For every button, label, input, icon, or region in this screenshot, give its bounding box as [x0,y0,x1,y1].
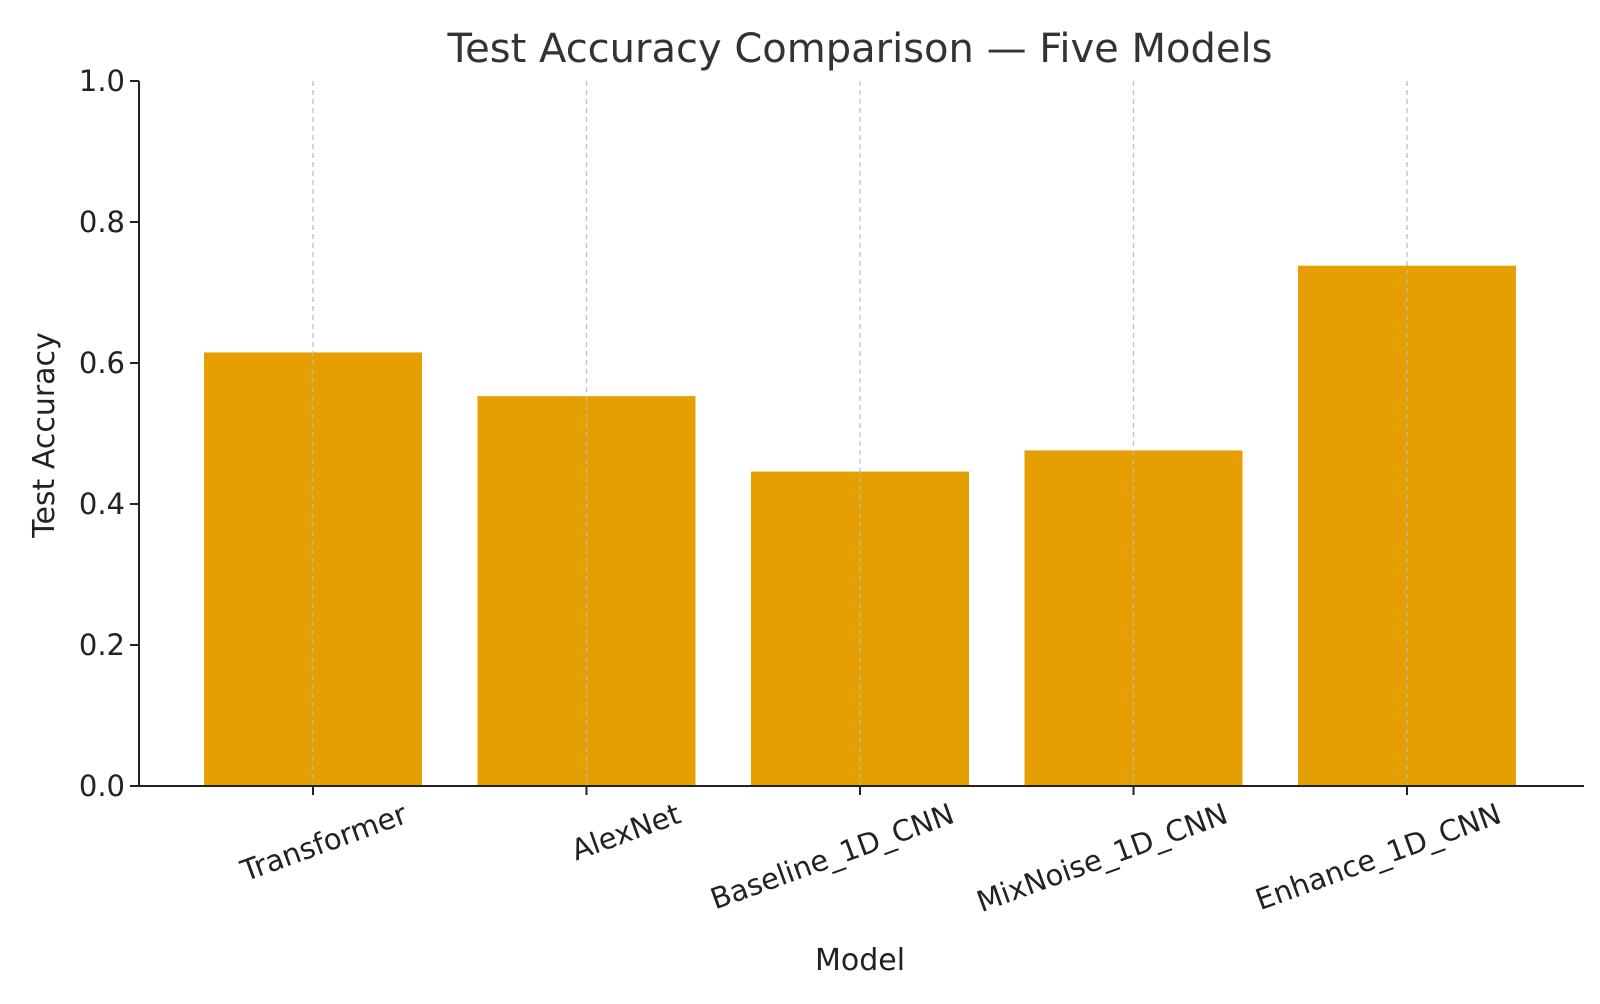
x-ticks: Transformer AlexNet Baseline_1D_CNN MixNois… [235,786,1505,919]
y-axis-label: Test Accuracy [27,332,62,539]
grid-lines [312,81,1408,786]
y-ticks: 0.0 0.2 0.4 0.6 0.8 1.0 [79,64,139,803]
y-tick-label-0: 0.0 [79,769,125,803]
y-tick-label-1: 0.2 [79,628,125,662]
x-axis-label: Model [815,943,905,978]
x-tick-label-enhance-1d-cnn: Enhance_1D_CNN [1251,797,1505,917]
axes [138,81,1584,787]
x-tick-label-baseline-1d-cnn: Baseline_1D_CNN [706,797,959,917]
bar-mixnoise-1d-cnn [1024,450,1243,786]
x-tick-label-alexnet: AlexNet [567,797,685,868]
y-tick-label-5: 1.0 [79,64,125,98]
y-tick-label-4: 0.8 [79,205,125,239]
y-tick-label-2: 0.4 [79,487,125,521]
x-tick-label-transformer: Transformer [235,797,411,889]
x-tick-label-mixnoise-1d-cnn: MixNoise_1D_CNN [972,797,1232,919]
chart-title: Test Accuracy Comparison — Five Models [447,26,1273,72]
y-tick-label-3: 0.6 [79,346,125,380]
